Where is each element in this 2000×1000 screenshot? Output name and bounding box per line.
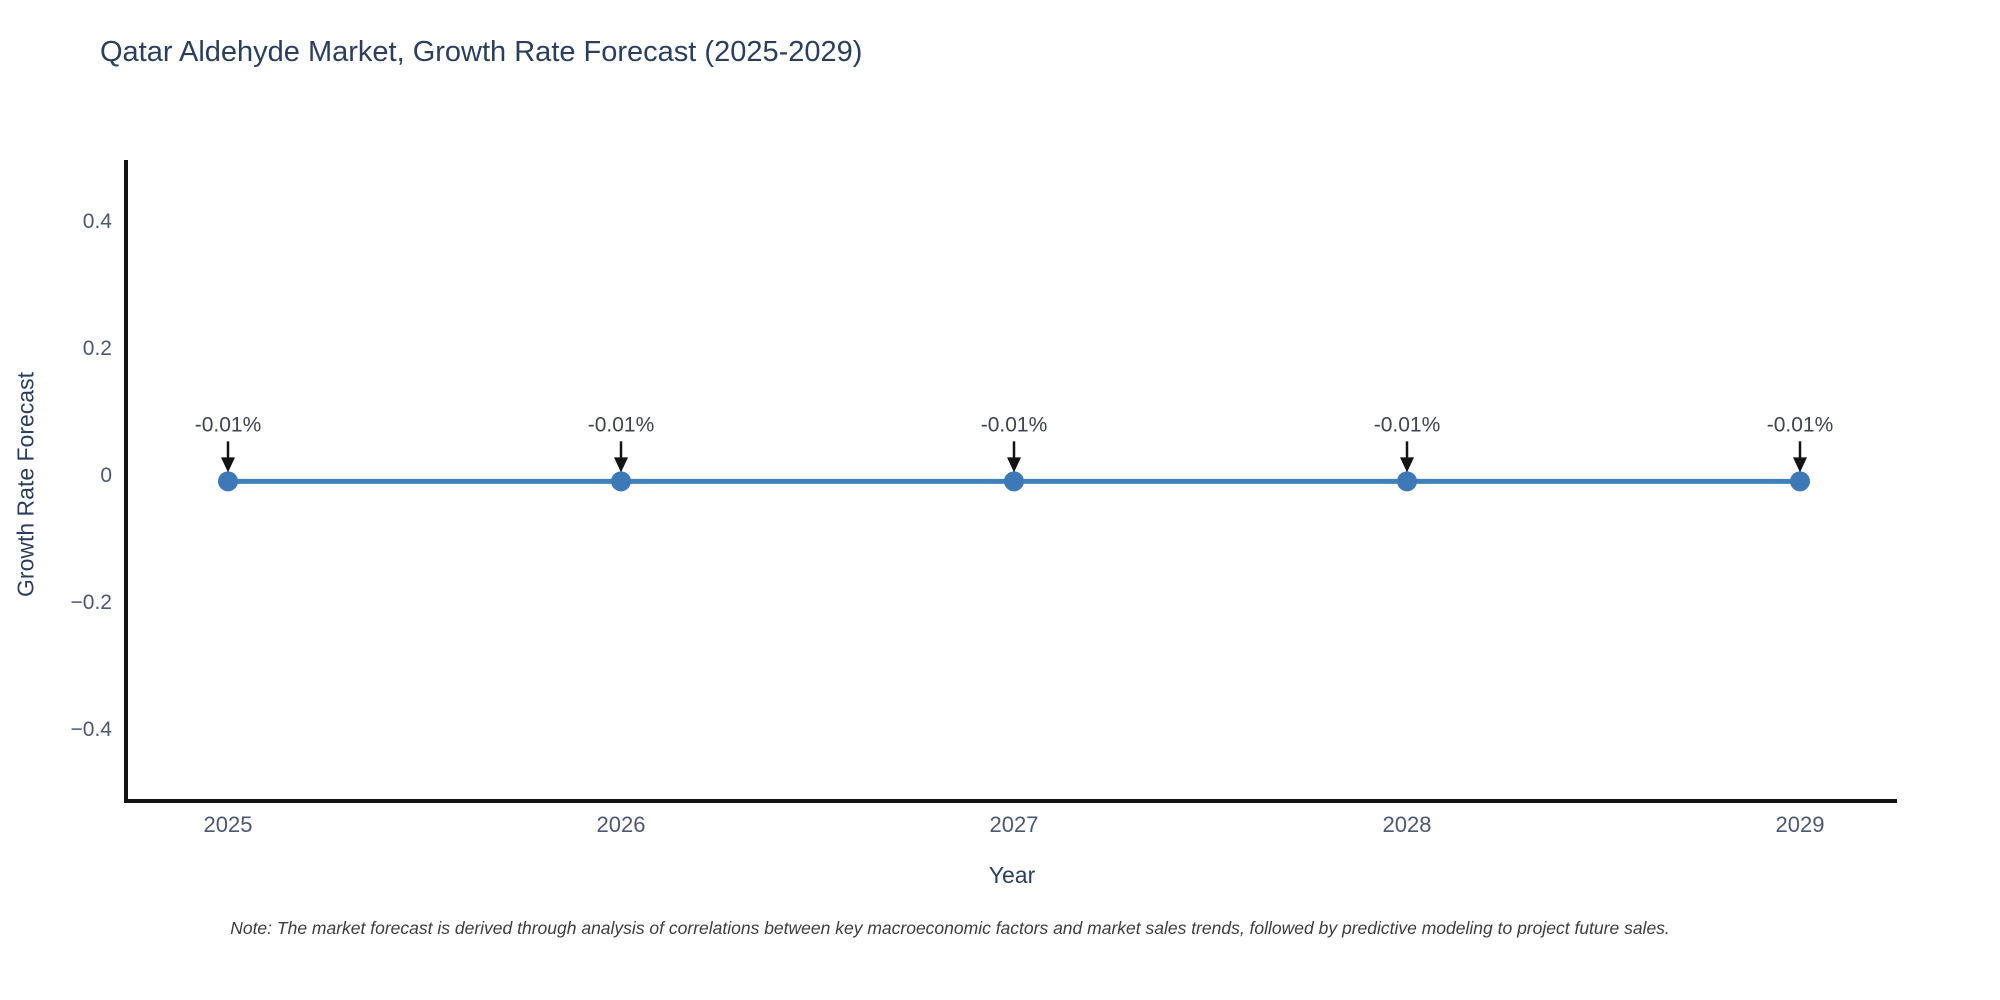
- point-annotation: -0.01%: [195, 413, 262, 436]
- y-tick-label: 0.4: [83, 210, 113, 233]
- chart-note: Note: The market forecast is derived thr…: [230, 918, 1670, 938]
- x-tick-label: 2025: [204, 812, 253, 837]
- point-annotation: -0.01%: [981, 413, 1048, 436]
- point-annotation: -0.01%: [1374, 413, 1441, 436]
- data-point-marker: [218, 471, 238, 492]
- x-tick-label: 2028: [1383, 812, 1432, 837]
- x-tick-label: 2027: [990, 812, 1039, 837]
- point-annotation: -0.01%: [588, 413, 655, 436]
- point-annotation: -0.01%: [1767, 413, 1834, 436]
- data-point-marker: [611, 471, 631, 492]
- annotation-arrow-head: [221, 457, 235, 473]
- chart-title: Qatar Aldehyde Market, Growth Rate Forec…: [100, 36, 863, 68]
- data-point-marker: [1004, 471, 1024, 492]
- y-tick-label: −0.2: [71, 591, 112, 614]
- x-axis-title: Year: [988, 862, 1036, 888]
- y-tick-label: 0.2: [83, 337, 112, 360]
- y-tick-label: −0.4: [71, 718, 113, 741]
- x-tick-label: 2029: [1776, 812, 1825, 837]
- annotation-arrow-head: [1793, 457, 1807, 473]
- x-tick-label: 2026: [597, 812, 646, 837]
- y-tick-label: 0: [100, 464, 112, 487]
- annotation-arrow-head: [614, 457, 628, 473]
- data-point-marker: [1790, 471, 1810, 492]
- data-point-marker: [1397, 471, 1417, 492]
- annotation-arrow-head: [1400, 457, 1414, 473]
- annotation-arrow-head: [1007, 457, 1021, 473]
